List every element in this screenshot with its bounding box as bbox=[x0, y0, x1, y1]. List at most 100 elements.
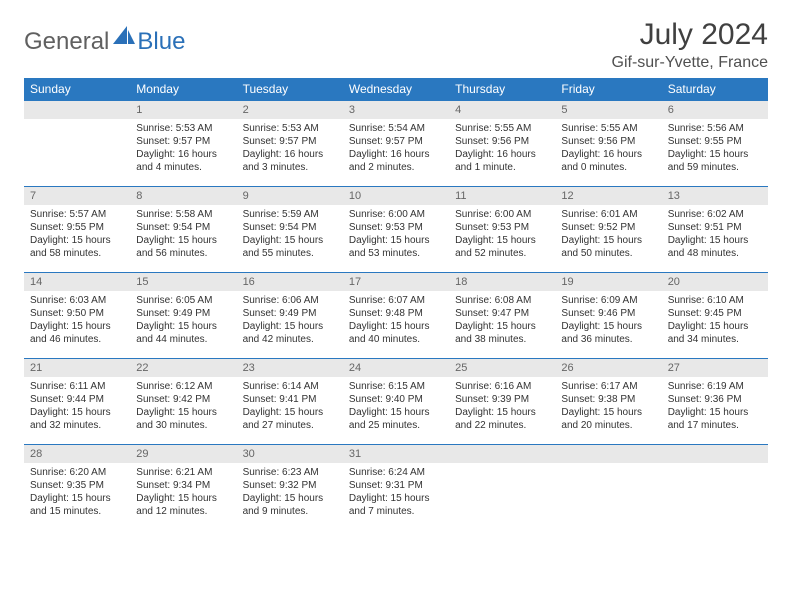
daylight-text: Daylight: 15 hours and 46 minutes. bbox=[30, 320, 124, 346]
daylight-text: Daylight: 15 hours and 58 minutes. bbox=[30, 234, 124, 260]
calendar-day-cell: 26Sunrise: 6:17 AMSunset: 9:38 PMDayligh… bbox=[555, 358, 661, 444]
logo-text-general: General bbox=[24, 28, 109, 56]
daylight-text: Daylight: 15 hours and 52 minutes. bbox=[455, 234, 549, 260]
day-number: 1 bbox=[130, 100, 236, 119]
sunset-text: Sunset: 9:48 PM bbox=[349, 307, 443, 320]
calendar-day-cell: 19Sunrise: 6:09 AMSunset: 9:46 PMDayligh… bbox=[555, 272, 661, 358]
logo-text-blue: Blue bbox=[137, 28, 185, 56]
day-details: Sunrise: 5:55 AMSunset: 9:56 PMDaylight:… bbox=[449, 119, 555, 177]
calendar-table: SundayMondayTuesdayWednesdayThursdayFrid… bbox=[24, 78, 768, 530]
day-details: Sunrise: 5:59 AMSunset: 9:54 PMDaylight:… bbox=[237, 205, 343, 263]
day-details: Sunrise: 5:55 AMSunset: 9:56 PMDaylight:… bbox=[555, 119, 661, 177]
sunrise-text: Sunrise: 6:03 AM bbox=[30, 294, 124, 307]
calendar-day-cell: 22Sunrise: 6:12 AMSunset: 9:42 PMDayligh… bbox=[130, 358, 236, 444]
daylight-text: Daylight: 15 hours and 22 minutes. bbox=[455, 406, 549, 432]
sunrise-text: Sunrise: 5:59 AM bbox=[243, 208, 337, 221]
weekday-header: Tuesday bbox=[237, 78, 343, 100]
sunset-text: Sunset: 9:54 PM bbox=[136, 221, 230, 234]
sunset-text: Sunset: 9:55 PM bbox=[668, 135, 762, 148]
calendar-week-row: 28Sunrise: 6:20 AMSunset: 9:35 PMDayligh… bbox=[24, 444, 768, 530]
sunset-text: Sunset: 9:36 PM bbox=[668, 393, 762, 406]
sunrise-text: Sunrise: 5:53 AM bbox=[243, 122, 337, 135]
daylight-text: Daylight: 15 hours and 20 minutes. bbox=[561, 406, 655, 432]
daylight-text: Daylight: 15 hours and 12 minutes. bbox=[136, 492, 230, 518]
calendar-day-cell: 8Sunrise: 5:58 AMSunset: 9:54 PMDaylight… bbox=[130, 186, 236, 272]
day-details: Sunrise: 6:00 AMSunset: 9:53 PMDaylight:… bbox=[343, 205, 449, 263]
weekday-header: Friday bbox=[555, 78, 661, 100]
day-number: 9 bbox=[237, 186, 343, 205]
daylight-text: Daylight: 15 hours and 7 minutes. bbox=[349, 492, 443, 518]
sunset-text: Sunset: 9:55 PM bbox=[30, 221, 124, 234]
sunset-text: Sunset: 9:49 PM bbox=[243, 307, 337, 320]
sunset-text: Sunset: 9:32 PM bbox=[243, 479, 337, 492]
calendar-day-cell: 10Sunrise: 6:00 AMSunset: 9:53 PMDayligh… bbox=[343, 186, 449, 272]
daylight-text: Daylight: 15 hours and 30 minutes. bbox=[136, 406, 230, 432]
sunrise-text: Sunrise: 6:08 AM bbox=[455, 294, 549, 307]
daylight-text: Daylight: 16 hours and 3 minutes. bbox=[243, 148, 337, 174]
day-number-empty bbox=[555, 444, 661, 463]
day-number: 5 bbox=[555, 100, 661, 119]
calendar-day-cell: 11Sunrise: 6:00 AMSunset: 9:53 PMDayligh… bbox=[449, 186, 555, 272]
day-details: Sunrise: 6:20 AMSunset: 9:35 PMDaylight:… bbox=[24, 463, 130, 521]
daylight-text: Daylight: 15 hours and 40 minutes. bbox=[349, 320, 443, 346]
daylight-text: Daylight: 15 hours and 42 minutes. bbox=[243, 320, 337, 346]
sunrise-text: Sunrise: 6:20 AM bbox=[30, 466, 124, 479]
sunset-text: Sunset: 9:53 PM bbox=[349, 221, 443, 234]
calendar-day-cell: 17Sunrise: 6:07 AMSunset: 9:48 PMDayligh… bbox=[343, 272, 449, 358]
calendar-day-cell: 16Sunrise: 6:06 AMSunset: 9:49 PMDayligh… bbox=[237, 272, 343, 358]
calendar-week-row: 21Sunrise: 6:11 AMSunset: 9:44 PMDayligh… bbox=[24, 358, 768, 444]
weekday-header: Wednesday bbox=[343, 78, 449, 100]
sunset-text: Sunset: 9:38 PM bbox=[561, 393, 655, 406]
day-number: 19 bbox=[555, 272, 661, 291]
day-details: Sunrise: 6:06 AMSunset: 9:49 PMDaylight:… bbox=[237, 291, 343, 349]
calendar-day-cell: 21Sunrise: 6:11 AMSunset: 9:44 PMDayligh… bbox=[24, 358, 130, 444]
day-number: 22 bbox=[130, 358, 236, 377]
daylight-text: Daylight: 15 hours and 34 minutes. bbox=[668, 320, 762, 346]
day-number-empty bbox=[449, 444, 555, 463]
sunrise-text: Sunrise: 6:15 AM bbox=[349, 380, 443, 393]
sunrise-text: Sunrise: 6:21 AM bbox=[136, 466, 230, 479]
sunset-text: Sunset: 9:56 PM bbox=[455, 135, 549, 148]
calendar-week-row: 14Sunrise: 6:03 AMSunset: 9:50 PMDayligh… bbox=[24, 272, 768, 358]
daylight-text: Daylight: 15 hours and 44 minutes. bbox=[136, 320, 230, 346]
sunrise-text: Sunrise: 6:07 AM bbox=[349, 294, 443, 307]
sunset-text: Sunset: 9:57 PM bbox=[136, 135, 230, 148]
calendar-day-cell: 13Sunrise: 6:02 AMSunset: 9:51 PMDayligh… bbox=[662, 186, 768, 272]
day-number: 6 bbox=[662, 100, 768, 119]
day-number: 23 bbox=[237, 358, 343, 377]
sunrise-text: Sunrise: 5:57 AM bbox=[30, 208, 124, 221]
logo: General Blue bbox=[24, 18, 185, 59]
day-number: 2 bbox=[237, 100, 343, 119]
daylight-text: Daylight: 16 hours and 4 minutes. bbox=[136, 148, 230, 174]
day-number: 12 bbox=[555, 186, 661, 205]
day-details: Sunrise: 6:09 AMSunset: 9:46 PMDaylight:… bbox=[555, 291, 661, 349]
day-number-empty bbox=[24, 100, 130, 119]
calendar-day-cell bbox=[555, 444, 661, 530]
calendar-day-cell bbox=[662, 444, 768, 530]
calendar-day-cell: 28Sunrise: 6:20 AMSunset: 9:35 PMDayligh… bbox=[24, 444, 130, 530]
sunset-text: Sunset: 9:50 PM bbox=[30, 307, 124, 320]
sunrise-text: Sunrise: 6:00 AM bbox=[455, 208, 549, 221]
calendar-day-cell: 3Sunrise: 5:54 AMSunset: 9:57 PMDaylight… bbox=[343, 100, 449, 186]
day-details: Sunrise: 6:01 AMSunset: 9:52 PMDaylight:… bbox=[555, 205, 661, 263]
day-number: 25 bbox=[449, 358, 555, 377]
weekday-header: Sunday bbox=[24, 78, 130, 100]
sunrise-text: Sunrise: 5:55 AM bbox=[561, 122, 655, 135]
calendar-day-cell: 2Sunrise: 5:53 AMSunset: 9:57 PMDaylight… bbox=[237, 100, 343, 186]
calendar-day-cell: 20Sunrise: 6:10 AMSunset: 9:45 PMDayligh… bbox=[662, 272, 768, 358]
day-details: Sunrise: 5:53 AMSunset: 9:57 PMDaylight:… bbox=[237, 119, 343, 177]
day-number: 10 bbox=[343, 186, 449, 205]
day-details: Sunrise: 5:53 AMSunset: 9:57 PMDaylight:… bbox=[130, 119, 236, 177]
day-number: 13 bbox=[662, 186, 768, 205]
calendar-day-cell: 23Sunrise: 6:14 AMSunset: 9:41 PMDayligh… bbox=[237, 358, 343, 444]
calendar-day-cell: 25Sunrise: 6:16 AMSunset: 9:39 PMDayligh… bbox=[449, 358, 555, 444]
day-number: 26 bbox=[555, 358, 661, 377]
day-number: 29 bbox=[130, 444, 236, 463]
sunset-text: Sunset: 9:42 PM bbox=[136, 393, 230, 406]
sunrise-text: Sunrise: 6:24 AM bbox=[349, 466, 443, 479]
day-details: Sunrise: 6:05 AMSunset: 9:49 PMDaylight:… bbox=[130, 291, 236, 349]
weekday-header: Thursday bbox=[449, 78, 555, 100]
calendar-week-row: 1Sunrise: 5:53 AMSunset: 9:57 PMDaylight… bbox=[24, 100, 768, 186]
weekday-header: Monday bbox=[130, 78, 236, 100]
sunset-text: Sunset: 9:57 PM bbox=[349, 135, 443, 148]
